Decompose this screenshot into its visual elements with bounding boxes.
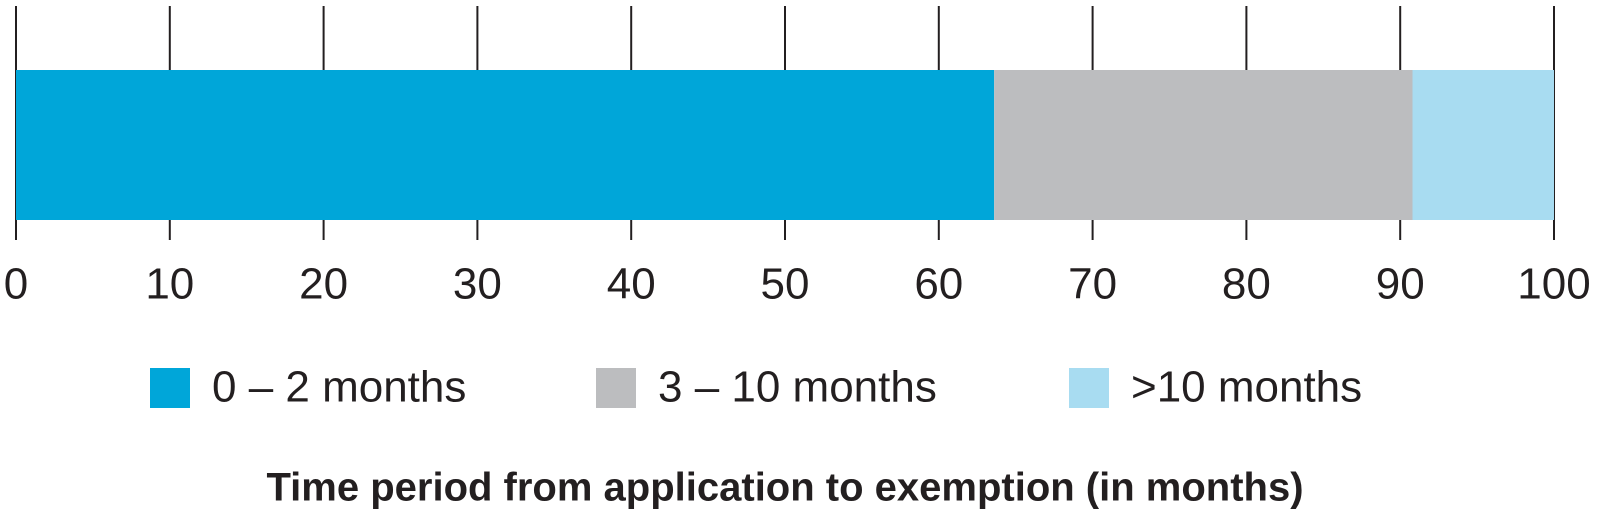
legend-swatch xyxy=(1069,368,1109,408)
x-tick-label: 60 xyxy=(914,260,963,309)
x-axis-label: Time period from application to exemptio… xyxy=(266,466,1303,510)
x-tick-label: 20 xyxy=(299,260,348,309)
x-tick-label: 70 xyxy=(1068,260,1117,309)
legend-swatch xyxy=(150,368,190,408)
bar-segment xyxy=(16,70,995,220)
x-tick-label: 0 xyxy=(4,260,28,309)
x-tick-label: 10 xyxy=(145,260,194,309)
x-tick-label: 80 xyxy=(1222,260,1271,309)
x-tick-label: 30 xyxy=(453,260,502,309)
x-tick-label: 40 xyxy=(607,260,656,309)
legend-label: >10 months xyxy=(1131,363,1362,412)
x-tick-label: 90 xyxy=(1376,260,1425,309)
legend-label: 3 – 10 months xyxy=(658,363,937,412)
bar-segment xyxy=(1412,70,1554,220)
legend-label: 0 – 2 months xyxy=(212,363,466,412)
bar-segment xyxy=(994,70,1413,220)
x-tick-label: 50 xyxy=(761,260,810,309)
legend-swatch xyxy=(596,368,636,408)
x-tick-label: 100 xyxy=(1517,260,1590,309)
